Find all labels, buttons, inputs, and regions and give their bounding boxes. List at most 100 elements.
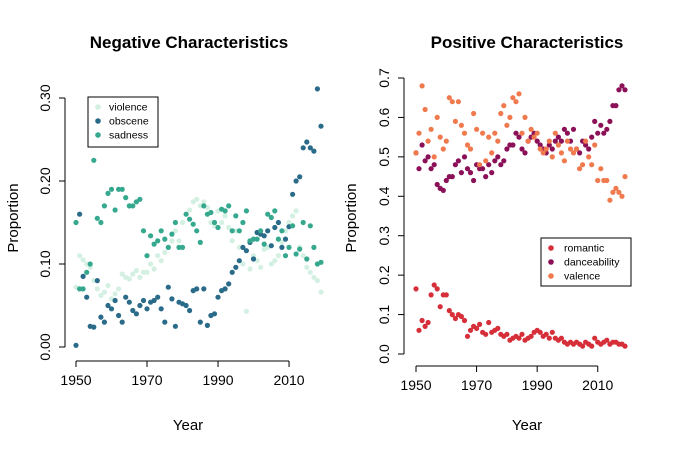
data-point bbox=[94, 286, 100, 292]
data-point bbox=[226, 224, 232, 231]
data-point bbox=[413, 150, 419, 156]
data-point bbox=[552, 138, 558, 144]
data-point bbox=[300, 145, 306, 151]
data-point bbox=[183, 302, 189, 309]
data-point bbox=[169, 238, 175, 244]
data-point bbox=[592, 142, 598, 148]
data-point bbox=[464, 333, 471, 339]
data-point bbox=[162, 236, 168, 242]
data-point bbox=[229, 238, 235, 244]
data-point bbox=[80, 273, 86, 279]
data-point bbox=[282, 253, 289, 259]
data-point bbox=[449, 312, 455, 318]
data-point bbox=[293, 178, 299, 184]
data-point bbox=[480, 130, 486, 136]
data-point bbox=[495, 325, 501, 331]
data-point bbox=[172, 323, 178, 329]
data-point bbox=[555, 134, 562, 140]
data-point bbox=[616, 87, 622, 93]
negative-characteristics-panel: Negative Characteristics Year Proportion… bbox=[5, 33, 324, 434]
data-point bbox=[570, 150, 577, 156]
data-point bbox=[607, 118, 613, 124]
data-point bbox=[467, 327, 474, 333]
series-valence bbox=[413, 83, 628, 203]
data-point bbox=[300, 219, 306, 226]
data-point bbox=[137, 196, 143, 202]
legend-label: sadness bbox=[109, 130, 148, 142]
data-point bbox=[222, 286, 228, 292]
data-point bbox=[272, 258, 278, 264]
data-point bbox=[449, 174, 455, 180]
data-point bbox=[265, 228, 271, 234]
data-point bbox=[428, 166, 434, 172]
data-point bbox=[162, 249, 168, 255]
data-point bbox=[580, 343, 586, 349]
data-point bbox=[613, 185, 619, 191]
data-point bbox=[592, 335, 598, 341]
data-point bbox=[80, 257, 86, 263]
data-point bbox=[577, 166, 583, 172]
data-point bbox=[314, 86, 320, 92]
data-point bbox=[272, 208, 278, 214]
data-point bbox=[622, 343, 628, 349]
data-point bbox=[501, 103, 507, 109]
data-point bbox=[516, 134, 522, 140]
series-sadness bbox=[73, 157, 324, 292]
data-point bbox=[546, 138, 552, 144]
data-point bbox=[126, 299, 132, 305]
data-point bbox=[483, 158, 489, 164]
y-axis-label: Proportion bbox=[5, 183, 22, 252]
legend-box bbox=[540, 237, 632, 287]
data-point bbox=[561, 158, 568, 164]
data-point bbox=[549, 154, 555, 160]
legend-label: violence bbox=[109, 102, 148, 114]
data-point bbox=[140, 297, 147, 304]
data-point bbox=[431, 282, 437, 288]
data-point bbox=[162, 319, 168, 325]
x-tick-label: 1990 bbox=[202, 372, 233, 388]
data-point bbox=[471, 177, 477, 184]
x-tick-label: 2010 bbox=[273, 372, 304, 388]
data-point bbox=[201, 199, 207, 205]
data-point bbox=[558, 335, 565, 341]
axes: 0.0 0.1 0.2 0.3 0.4 0.5 0.6 0.7 1950 1970 1990 2010 bbox=[376, 68, 614, 393]
x-tick-label: 1970 bbox=[461, 377, 492, 393]
data-point bbox=[561, 126, 568, 132]
data-point bbox=[546, 142, 552, 148]
data-point bbox=[201, 203, 207, 209]
y-tick-label: 0.4 bbox=[376, 186, 392, 206]
y-tick-label: 0.5 bbox=[376, 147, 392, 167]
data-point bbox=[589, 162, 595, 168]
data-point bbox=[236, 244, 242, 250]
data-point bbox=[247, 266, 253, 272]
data-point bbox=[108, 186, 115, 192]
data-point bbox=[91, 157, 97, 163]
data-point bbox=[179, 244, 186, 250]
y-tick-label: 0.2 bbox=[376, 265, 392, 285]
data-point bbox=[437, 304, 443, 310]
data-point bbox=[586, 146, 592, 152]
data-point bbox=[598, 166, 604, 172]
data-point bbox=[105, 283, 111, 289]
data-point bbox=[446, 95, 452, 101]
x-tick-label: 1970 bbox=[131, 372, 162, 388]
data-point bbox=[73, 342, 79, 348]
data-point bbox=[279, 239, 285, 245]
data-point bbox=[318, 289, 324, 295]
data-point bbox=[537, 329, 543, 335]
data-point bbox=[495, 138, 501, 144]
data-point bbox=[279, 228, 285, 234]
chart-title: Positive Characteristics bbox=[431, 33, 624, 52]
data-point bbox=[452, 118, 458, 124]
data-point bbox=[558, 138, 565, 144]
data-point bbox=[595, 130, 601, 136]
data-point bbox=[282, 236, 289, 242]
data-point bbox=[226, 281, 232, 287]
data-point bbox=[165, 284, 171, 290]
data-point bbox=[483, 331, 489, 337]
data-point bbox=[77, 211, 83, 217]
data-point bbox=[549, 329, 555, 335]
data-point bbox=[543, 331, 549, 337]
data-point bbox=[119, 319, 125, 325]
data-point bbox=[187, 216, 193, 222]
